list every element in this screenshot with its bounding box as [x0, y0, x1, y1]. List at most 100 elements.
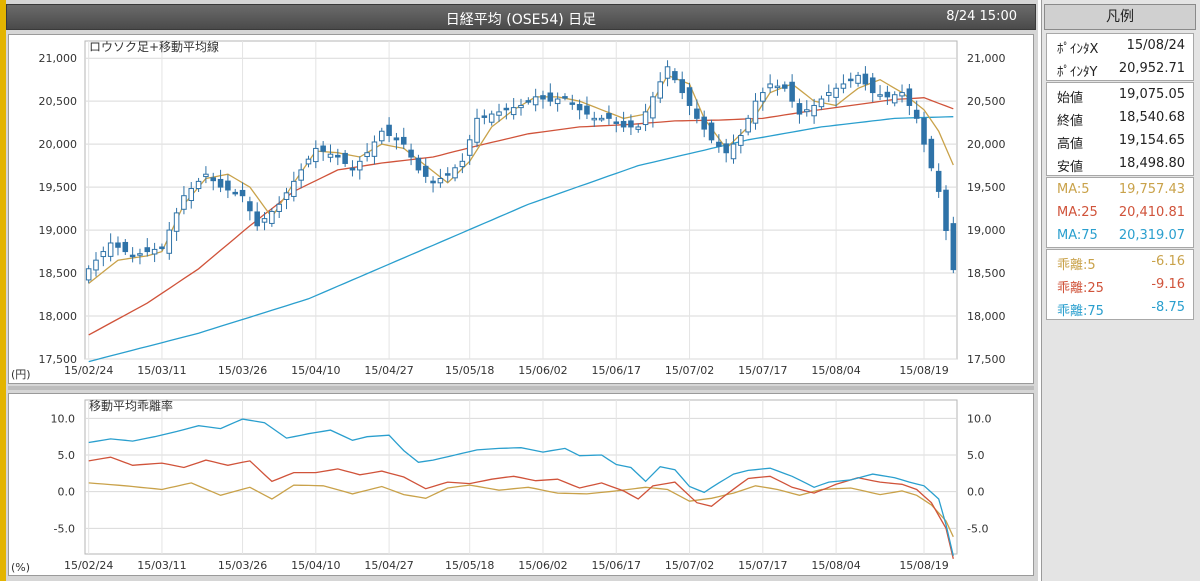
y-tick-label: -5.0 [54, 522, 75, 535]
candle-body [496, 111, 502, 116]
candle-body [283, 192, 290, 200]
y-tick-label: 19,500 [967, 181, 1006, 194]
legend-label: ﾎﾟｲﾝﾀX [1057, 42, 1099, 57]
deviation-chart-panel[interactable]: 10.0 10.0 5.0 5.0 0.0 0.0 -5.0 -5.0 15/02/24 15/0… [8, 393, 1034, 576]
legend-row-low: 安値 18,498.80 [1047, 152, 1193, 175]
legend-panel: 凡例 ﾎﾟｲﾝﾀX 15/08/24 ﾎﾟｲﾝﾀY 20,952.71 始値 1… [1041, 0, 1200, 581]
candle-body [422, 165, 429, 177]
candle-body [503, 107, 510, 111]
x-tick-label: 15/07/02 [665, 364, 714, 377]
candle-body [943, 189, 949, 232]
candle-body [554, 98, 561, 105]
candle-body [247, 201, 253, 212]
legend-value: 19,075.05 [1118, 87, 1185, 102]
y-tick-label: 0.0 [58, 486, 76, 499]
candle-body [444, 173, 451, 176]
candle-body [628, 120, 634, 128]
candle-body [840, 83, 847, 89]
candle-body [400, 136, 407, 145]
candle-body [210, 177, 217, 182]
x-tick-label: 15/04/10 [291, 559, 340, 572]
candle-body [613, 121, 620, 124]
candle-body [547, 92, 554, 102]
panel-separator[interactable] [8, 386, 1034, 390]
x-tick-label: 15/03/11 [137, 364, 186, 377]
candle-body [437, 178, 444, 184]
y-tick-label: 20,500 [967, 95, 1006, 108]
legend-label: 終値 [1057, 114, 1084, 129]
x-tick-label: 15/05/18 [445, 559, 494, 572]
candle-body [459, 160, 466, 168]
candle-body [532, 96, 539, 106]
legend-value: 20,319.07 [1118, 228, 1185, 243]
candle-body [782, 84, 788, 89]
price-chart[interactable]: 17,500 17,500 18,000 18,000 18,500 18,500 19,0… [9, 35, 1033, 383]
x-tick-label: 15/06/02 [518, 559, 567, 572]
legend-row-high: 高値 19,154.65 [1047, 129, 1193, 152]
candle-body [195, 180, 202, 190]
candle-body [327, 153, 334, 158]
candle-body [723, 143, 729, 154]
x-tick-label: 15/02/24 [64, 559, 113, 572]
candle-body [151, 248, 158, 255]
candle-body [510, 107, 517, 116]
price-chart-panel[interactable]: 17,500 17,500 18,000 18,000 18,500 18,500 19,0… [8, 34, 1034, 384]
deviation-chart[interactable]: 10.0 10.0 5.0 5.0 0.0 0.0 -5.0 -5.0 15/02/24 15/0… [9, 394, 1033, 575]
legend-row-open: 始値 19,075.05 [1047, 83, 1193, 106]
window-left-edge [0, 0, 6, 581]
legend-row-dev75: 乖離:75 -8.75 [1047, 296, 1193, 319]
candle-body [254, 211, 260, 227]
candle-body [686, 87, 693, 106]
x-tick-label: 15/08/04 [811, 364, 860, 377]
legend-title: 凡例 [1044, 4, 1196, 30]
candle-body [672, 71, 678, 81]
candle-body [576, 104, 583, 111]
legend-value: 19,154.65 [1118, 133, 1185, 148]
candle-body [225, 180, 231, 191]
price-candles [85, 60, 957, 284]
candle-body [518, 104, 524, 109]
candle-body [591, 117, 598, 121]
candle-body [891, 94, 898, 104]
legend-label: MA:5 [1057, 182, 1090, 197]
candle-body [107, 242, 114, 257]
candle-body [804, 109, 810, 113]
candle-body [716, 141, 722, 147]
x-tick-label: 15/06/17 [592, 559, 641, 572]
candle-body [899, 92, 905, 97]
candle-body [606, 113, 612, 119]
candle-body [129, 254, 136, 258]
candle-body [115, 242, 121, 248]
y-tick-label: 19,000 [967, 224, 1006, 237]
price-y-unit-label: (円) [11, 368, 31, 381]
x-tick-label: 15/04/27 [364, 364, 413, 377]
price-grid [84, 40, 958, 360]
y-tick-label: 10.0 [51, 412, 76, 425]
candle-body [232, 191, 238, 195]
candle-body [239, 189, 246, 197]
candle-body [371, 141, 378, 157]
candle-body [386, 124, 392, 137]
x-tick-label: 15/08/19 [899, 559, 948, 572]
deviation-grid [84, 399, 958, 555]
candle-body [349, 167, 356, 171]
candle-body [745, 117, 751, 133]
legend-label: 乖離:25 [1057, 281, 1104, 296]
legend-row-ma25: MA:25 20,410.81 [1047, 201, 1193, 224]
y-tick-label: 18,500 [967, 267, 1006, 280]
legend-deviation-box: 乖離:5 -6.16 乖離:25 -9.16 乖離:75 -8.75 [1046, 249, 1194, 320]
candle-body [789, 81, 795, 102]
legend-label: ﾎﾟｲﾝﾀY [1057, 65, 1098, 80]
y-tick-label: 18,000 [967, 310, 1006, 323]
y-tick-label: 18,500 [39, 267, 78, 280]
legend-value: -8.75 [1151, 300, 1185, 315]
candle-body [305, 158, 312, 165]
candle-body [694, 108, 700, 119]
x-tick-label: 15/08/04 [811, 559, 860, 572]
candle-body [950, 223, 957, 271]
y-tick-label: 10.0 [967, 412, 992, 425]
candle-body [877, 94, 883, 97]
candle-body [679, 79, 685, 94]
legend-value: 20,952.71 [1118, 61, 1185, 76]
legend-row-dev5: 乖離:5 -6.16 [1047, 250, 1193, 273]
